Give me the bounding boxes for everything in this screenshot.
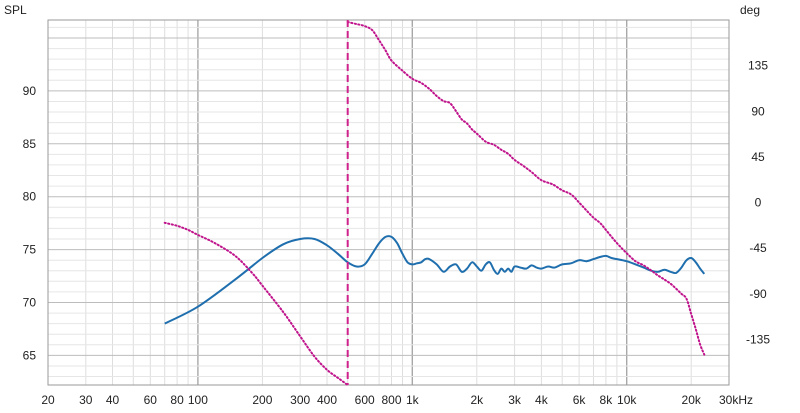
x-tick-label: 1k	[406, 393, 420, 407]
x-tick-label: 40	[106, 393, 120, 407]
phase-series-line	[163, 221, 349, 386]
plot-background	[48, 20, 729, 385]
x-tick-label: 2k	[470, 393, 484, 407]
y-axis-left-ticks: 65 70 75 80 85 90	[23, 84, 37, 362]
y-left-tick-label: 65	[23, 348, 37, 362]
x-tick-label: 20k	[682, 393, 702, 407]
y-left-tick-label: 90	[23, 84, 37, 98]
x-tick-label: 8k	[600, 393, 614, 407]
y-right-tick-label: -135	[746, 332, 770, 346]
y-left-tick-label: 75	[23, 243, 37, 257]
y-right-tick-label: -90	[749, 287, 767, 301]
y-left-tick-label: 70	[23, 296, 37, 310]
y-right-tick-label: 90	[751, 104, 765, 118]
x-tick-label: 3k	[508, 393, 522, 407]
x-tick-label: 400	[317, 393, 337, 407]
x-tick-label: 30kHz	[719, 393, 753, 407]
series-layer	[163, 21, 706, 386]
x-tick-label: 800	[381, 393, 401, 407]
y-right-tick-label: 45	[751, 150, 765, 164]
x-tick-label: 30	[79, 393, 93, 407]
x-tick-label: 10k	[617, 393, 637, 407]
phase-series-line	[346, 21, 706, 356]
y-right-tick-label: 135	[748, 59, 768, 73]
x-tick-label: 200	[252, 393, 272, 407]
y-right-tick-label: 0	[755, 196, 762, 210]
x-tick-label: 600	[355, 393, 375, 407]
x-tick-label: 80	[170, 393, 184, 407]
plot-frame	[47, 19, 730, 386]
y-left-tick-label: 80	[23, 190, 37, 204]
y-axis-right-label: deg	[740, 3, 760, 17]
x-tick-label: 60	[144, 393, 158, 407]
x-tick-label: 6k	[573, 393, 587, 407]
y-right-tick-label: -45	[749, 241, 767, 255]
x-tick-label: 300	[290, 393, 310, 407]
x-tick-label: 20	[41, 393, 55, 407]
grid	[47, 20, 730, 385]
spl-series-line	[164, 235, 706, 325]
y-left-tick-label: 85	[23, 137, 37, 151]
y-axis-left-label: SPL	[4, 3, 27, 17]
y-axis-right-ticks: 135 90 45 0 -45 -90 -135	[746, 59, 770, 347]
x-axis-ticks: 20 30 40 60 80 100 200 300 400 600 800 1k 2k 3k 4k 6k 8k…	[41, 393, 753, 407]
x-tick-label: 100	[188, 393, 208, 407]
x-tick-label: 4k	[535, 393, 549, 407]
